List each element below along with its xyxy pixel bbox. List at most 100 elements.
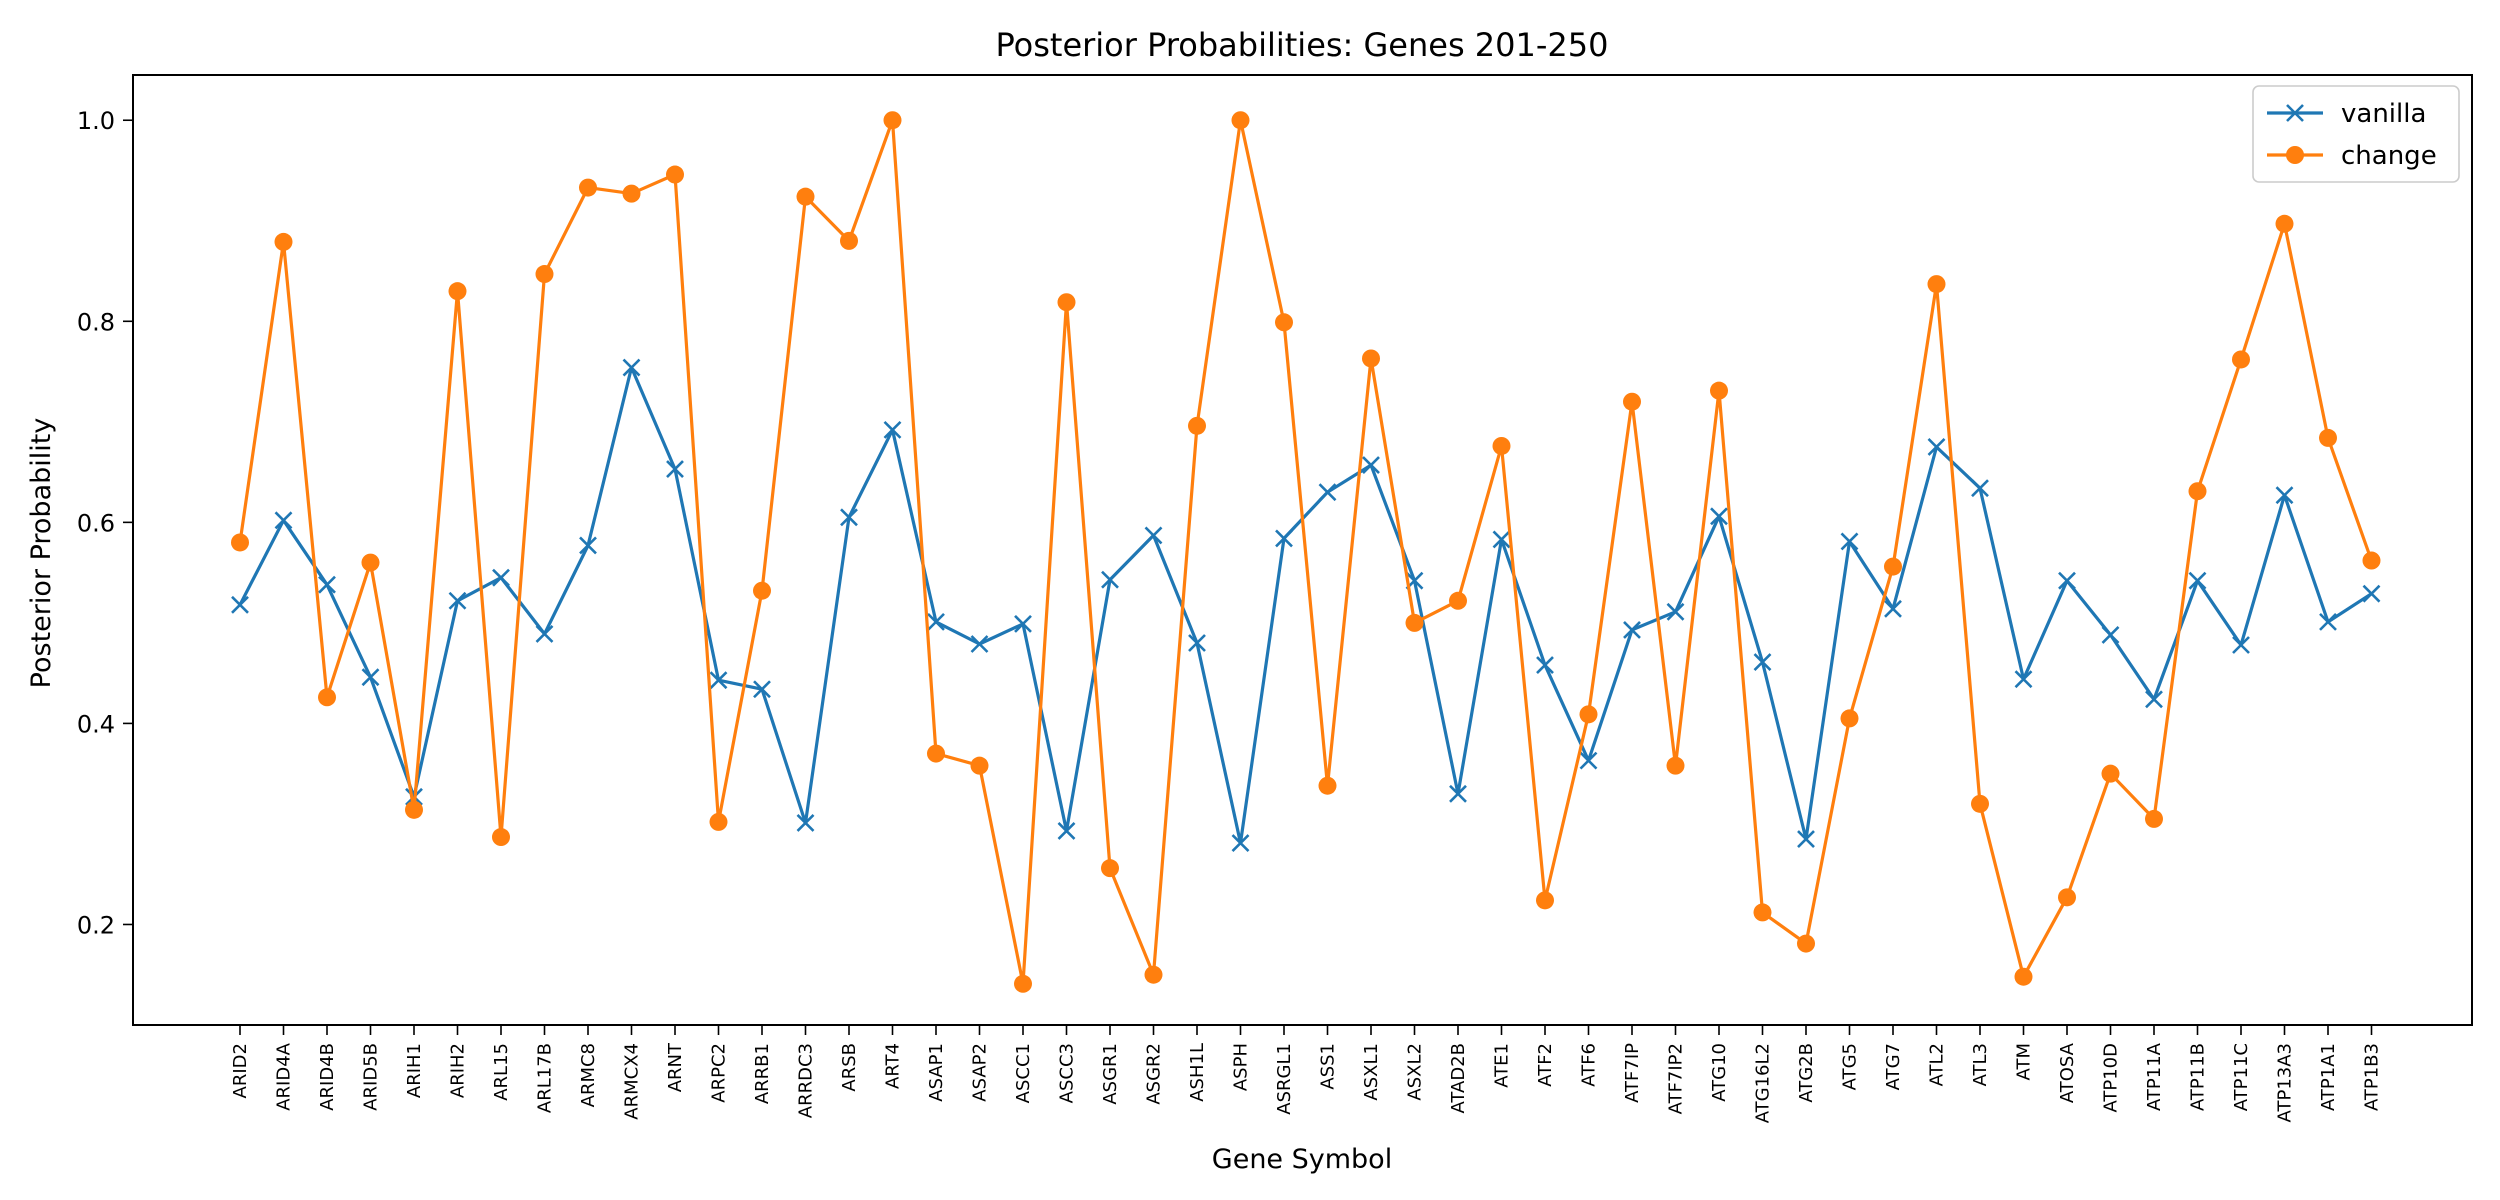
data-point-vanilla <box>840 508 858 527</box>
data-point-vanilla <box>2319 612 2337 631</box>
data-point-change <box>709 812 728 831</box>
data-point-vanilla <box>1014 614 1032 633</box>
x-tick-label: ATF6 <box>1579 1043 1600 1087</box>
data-point-change <box>361 553 380 572</box>
data-point-vanilla <box>1449 784 1467 803</box>
data-point-change <box>753 581 771 600</box>
data-point-change <box>1318 776 1337 795</box>
data-point-change <box>1492 436 1511 455</box>
x-tick-label: ATOSA <box>2057 1042 2078 1103</box>
x-tick-label: ARSB <box>839 1043 860 1092</box>
data-point-vanilla <box>1840 532 1859 551</box>
data-point-vanilla <box>1927 438 1946 456</box>
x-tick-label: ATP13A3 <box>2275 1043 2296 1122</box>
data-point-vanilla <box>1188 634 1206 652</box>
data-point-change <box>927 744 945 763</box>
data-point-vanilla <box>1318 483 1337 502</box>
x-tick-label: ARIH2 <box>448 1043 469 1098</box>
x-tick-label: ASAP2 <box>970 1043 991 1102</box>
data-point-change <box>579 178 597 197</box>
legend-label: change <box>2341 141 2437 171</box>
x-tick-label: ATP11A <box>2144 1042 2165 1111</box>
data-point-vanilla <box>1884 599 1902 618</box>
legend-box <box>2252 85 2460 183</box>
x-tick-label: ARID5B <box>361 1043 382 1111</box>
legend-label: vanilla <box>2341 99 2426 129</box>
data-point-vanilla <box>1579 751 1598 770</box>
data-point-change <box>2275 214 2294 233</box>
x-tick-label: ARMC8 <box>578 1043 599 1107</box>
x-tick-label: ATL2 <box>1927 1043 1948 1086</box>
data-point-vanilla <box>318 575 336 594</box>
data-point-vanilla <box>2101 626 2120 644</box>
data-point-vanilla <box>709 671 728 690</box>
x-tick-label: ASXL1 <box>1361 1043 1382 1101</box>
data-point-change <box>1362 349 1380 368</box>
data-point-change <box>1710 381 1728 400</box>
y-tick-label: 0.4 <box>77 710 115 738</box>
data-point-change <box>1405 613 1424 632</box>
x-tick-label: ATG10 <box>1709 1043 1730 1102</box>
data-point-change <box>1753 903 1772 922</box>
x-tick-label: ASAP1 <box>926 1043 947 1102</box>
data-point-change <box>1666 756 1685 775</box>
data-point-change <box>666 165 684 184</box>
data-point-vanilla <box>1623 621 1641 639</box>
data-point-vanilla <box>622 358 641 377</box>
data-point-vanilla <box>1144 526 1163 545</box>
data-point-change <box>1579 705 1598 724</box>
data-point-vanilla <box>535 625 554 643</box>
data-point-vanilla <box>2232 636 2250 654</box>
x-tick-label: ATP11C <box>2231 1043 2252 1111</box>
x-tick-label: ARMCX4 <box>622 1043 643 1120</box>
x-tick-label: ASXL2 <box>1405 1043 1426 1101</box>
data-point-change <box>405 800 423 819</box>
data-point-change <box>1449 591 1467 610</box>
series-line-vanilla <box>238 365 2373 845</box>
y-tick-label: 0.6 <box>77 509 115 537</box>
data-point-change <box>535 265 554 284</box>
x-tick-label: ATP1B3 <box>2362 1043 2383 1111</box>
legend-entry-vanilla: vanilla <box>2267 99 2426 129</box>
data-point-vanilla <box>1666 602 1685 621</box>
data-point-change <box>318 688 336 707</box>
data-point-vanilla <box>274 511 293 530</box>
data-point-vanilla <box>753 680 771 699</box>
data-point-change <box>2101 764 2120 783</box>
data-point-change <box>231 533 249 552</box>
data-point-change <box>1623 392 1641 411</box>
data-point-vanilla <box>1057 822 1076 840</box>
data-point-vanilla <box>1492 530 1511 549</box>
x-tick-label: ARRDC3 <box>796 1043 817 1118</box>
chart-title: Posterior Probabilities: Genes 201-250 <box>995 26 1608 64</box>
data-point-change <box>840 231 858 250</box>
data-point-change <box>1101 859 1119 878</box>
x-tick-label: ARPC2 <box>709 1043 730 1103</box>
data-point-change <box>2188 482 2207 501</box>
legend-entry-change: change <box>2267 141 2437 171</box>
data-point-vanilla <box>361 668 380 687</box>
data-point-change <box>2319 428 2337 447</box>
x-tick-label: ASH1L <box>1187 1043 1208 1102</box>
data-point-vanilla <box>1710 507 1728 526</box>
legend: vanilla change <box>2252 85 2460 183</box>
x-tick-label: ATP11B <box>2188 1043 2209 1111</box>
x-tick-label: ATF7IP <box>1622 1043 1643 1103</box>
data-point-change <box>2145 809 2163 828</box>
x-tick-label: ART4 <box>883 1043 904 1089</box>
data-point-change <box>1275 313 1293 332</box>
x-tick-label: ATF7IP2 <box>1666 1043 1687 1114</box>
x-tick-label: ASPH <box>1231 1043 1252 1091</box>
data-point-change <box>2014 967 2033 986</box>
data-point-change <box>1231 111 1250 130</box>
x-tick-label: ATG2B <box>1796 1043 1817 1103</box>
data-point-vanilla <box>927 612 945 631</box>
data-point-vanilla <box>796 814 815 832</box>
data-point-vanilla <box>2275 486 2294 505</box>
data-point-change <box>1188 416 1206 435</box>
data-point-change <box>1144 965 1163 984</box>
x-tick-label: ATG5 <box>1840 1043 1861 1090</box>
x-tick-label: ASGR2 <box>1144 1043 1165 1105</box>
x-tick-label: ASRGL1 <box>1274 1043 1295 1115</box>
y-tick-label: 0.8 <box>77 308 115 336</box>
